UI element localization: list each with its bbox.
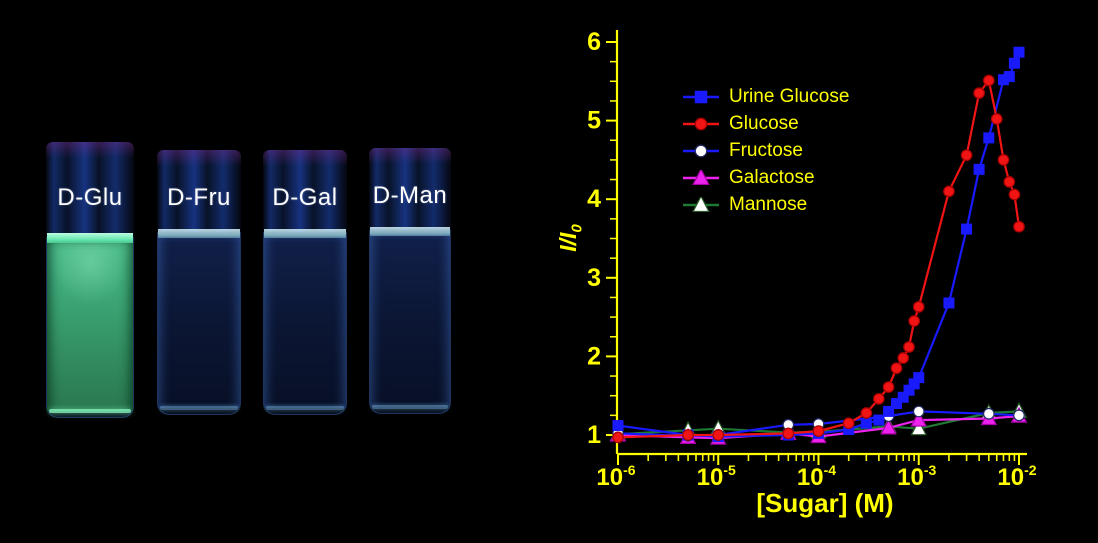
svg-text:10-5: 10-5 <box>697 462 736 491</box>
uv-photo-panel: D-Glu D-Fru D-Gal D-Man <box>46 142 451 418</box>
vial-label: D-Glu <box>57 184 123 211</box>
vial-label: D-Fru <box>167 184 231 211</box>
legend-label: Galactose <box>729 166 815 188</box>
legend-item-fructose: Fructose <box>681 137 849 164</box>
vial-d-man: D-Man <box>369 148 451 414</box>
svg-text:10-6: 10-6 <box>596 462 635 491</box>
legend-marker-fructose-icon <box>683 144 719 157</box>
vial-liquid <box>158 238 240 408</box>
legend-marker-mannose-icon <box>683 196 719 212</box>
vial-label: D-Gal <box>272 184 338 211</box>
vial-liquid <box>370 236 450 407</box>
legend-item-galactose: Galactose <box>681 164 849 191</box>
legend-item-mannose: Mannose <box>681 191 849 218</box>
x-axis-label: [Sugar] (M) <box>756 488 894 518</box>
svg-text:2: 2 <box>587 342 601 370</box>
legend-item-urine-glucose: Urine Glucose <box>681 83 849 110</box>
vial-meniscus <box>47 233 133 243</box>
vial-cap <box>369 148 451 230</box>
svg-text:1: 1 <box>587 421 601 449</box>
svg-text:4: 4 <box>587 185 601 213</box>
vial-cap <box>263 150 347 232</box>
svg-text:3: 3 <box>587 264 601 292</box>
vial-meniscus <box>158 229 240 238</box>
vial-bottom-rim <box>49 409 131 413</box>
svg-text:10-3: 10-3 <box>897 462 936 491</box>
vial-d-gal: D-Gal <box>263 150 347 415</box>
vial-bottom-rim <box>266 406 344 410</box>
svg-text:10-2: 10-2 <box>997 462 1036 491</box>
svg-text:10-4: 10-4 <box>797 462 836 491</box>
legend-marker-glucose-icon <box>683 117 719 130</box>
vial-bottom-rim <box>160 406 238 410</box>
legend-label: Fructose <box>729 139 803 161</box>
y-axis-label: I/I0 <box>555 224 586 252</box>
vial-meniscus <box>370 227 450 236</box>
legend-label: Mannose <box>729 193 808 215</box>
vial-liquid <box>47 243 133 411</box>
legend-label: Urine Glucose <box>729 85 850 107</box>
vial-liquid <box>264 238 346 408</box>
svg-text:5: 5 <box>587 107 601 135</box>
vial-label: D-Man <box>372 182 448 209</box>
vial-meniscus <box>264 229 346 238</box>
legend-marker-urine-glucose-icon <box>683 90 719 103</box>
legend-marker-galactose-icon <box>683 169 719 185</box>
vial-cap <box>46 142 134 237</box>
vial-bottom-rim <box>372 405 448 409</box>
vial-cap <box>157 150 241 232</box>
legend-item-glucose: Glucose <box>681 110 849 137</box>
vial-d-glu: D-Glu <box>46 142 134 418</box>
legend-label: Glucose <box>729 112 799 134</box>
svg-text:6: 6 <box>587 28 601 56</box>
chart-legend: Urine Glucose Glucose Fructose Galactose… <box>681 83 849 218</box>
vial-d-fru: D-Fru <box>157 150 241 415</box>
